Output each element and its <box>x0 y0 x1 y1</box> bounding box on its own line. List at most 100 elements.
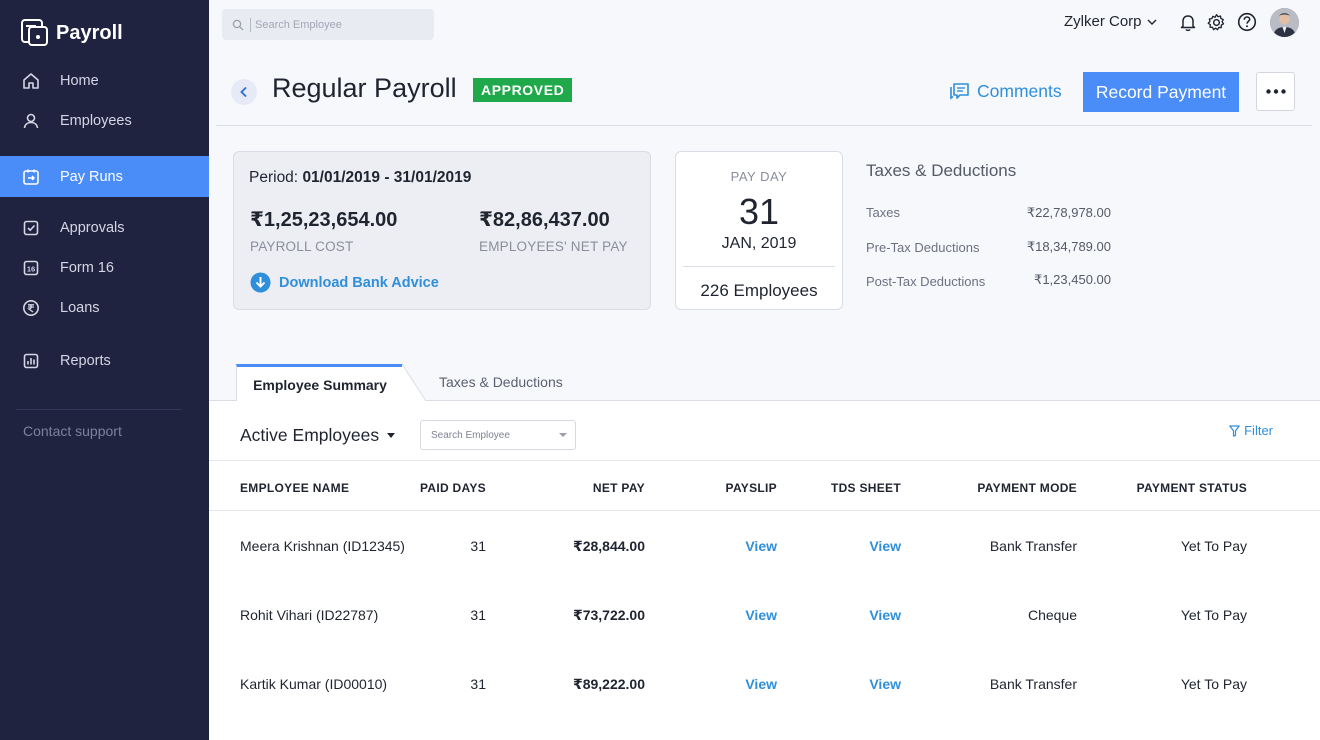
filter-icon <box>1229 424 1240 437</box>
period-value: 01/01/2019 - 31/01/2019 <box>302 169 472 186</box>
notifications-button[interactable] <box>1178 12 1198 32</box>
search-icon <box>232 19 244 30</box>
period-label: Period: <box>249 169 299 186</box>
tax-row-value: ₹22,78,978.00 <box>1026 205 1111 220</box>
payroll-cost-label: PAYROLL COST <box>250 239 354 254</box>
employee-search-select[interactable]: Search Employee <box>420 420 576 450</box>
payroll-cost-value: ₹1,25,23,654.00 <box>250 209 398 231</box>
sidebar-divider <box>16 409 182 410</box>
org-switcher[interactable]: Zylker Corp <box>1064 13 1157 30</box>
active-employees-label: Active Employees <box>240 425 380 445</box>
payment-mode-cell: Cheque <box>1027 607 1077 623</box>
column-header-net-pay: NET PAY <box>592 481 645 495</box>
more-options-button[interactable] <box>1256 72 1295 111</box>
tds-sheet-view-link[interactable]: View <box>869 676 901 692</box>
payroll-logo-icon <box>21 19 48 46</box>
pay-day-month: JAN, 2019 <box>721 235 797 252</box>
net-pay-cell: ₹28,844.00 <box>572 538 645 554</box>
column-header-employee-name: EMPLOYEE NAME <box>240 481 350 495</box>
tax-row-value: ₹1,23,450.00 <box>1034 272 1111 287</box>
net-pay-cell: ₹89,222.00 <box>572 676 645 692</box>
brand-name: Payroll <box>56 21 123 44</box>
more-horizontal-icon <box>1265 89 1286 94</box>
employee-count: 226 Employees <box>700 281 818 300</box>
column-header-tds-sheet: TDS SHEET <box>830 481 901 495</box>
filter-label: Filter <box>1244 423 1273 438</box>
comments-button[interactable]: Comments <box>949 81 1062 102</box>
payslip-view-link[interactable]: View <box>745 538 777 554</box>
form16-icon: 16 <box>22 259 40 277</box>
header-divider <box>216 125 1312 126</box>
sidebar-item-approvals[interactable]: Approvals <box>0 208 209 248</box>
sidebar-item-loans[interactable]: Loans <box>0 288 209 328</box>
download-label: Download Bank Advice <box>279 274 439 291</box>
paid-days-cell: 31 <box>470 538 486 554</box>
payroll-summary-card: Period: 01/01/2019 - 31/01/2019 ₹1,25,23… <box>233 151 651 310</box>
tds-sheet-view-link[interactable]: View <box>869 538 901 554</box>
tax-row-label: Pre-Tax Deductions <box>866 240 980 255</box>
rupee-icon <box>22 299 40 317</box>
tab-edge <box>402 364 426 401</box>
global-search[interactable] <box>222 9 434 40</box>
sidebar-item-form-16[interactable]: 16 Form 16 <box>0 248 209 288</box>
home-icon <box>22 72 40 90</box>
tax-row-label: Post-Tax Deductions <box>866 274 986 289</box>
column-header-payslip: PAYSLIP <box>725 481 777 495</box>
employee-summary-panel: Active Employees Search Employee Filter … <box>209 401 1320 740</box>
payment-status-cell: Yet To Pay <box>1180 676 1247 692</box>
status-badge: APPROVED <box>473 78 573 102</box>
download-bank-advice-link[interactable]: Download Bank Advice <box>250 272 439 293</box>
sidebar-item-label: Approvals <box>60 220 125 236</box>
employee-search-placeholder: Search Employee <box>431 429 510 441</box>
column-header-payment-mode: PAYMENT MODE <box>977 481 1077 495</box>
contact-support-link[interactable]: Contact support <box>23 423 122 439</box>
sidebar-item-employees[interactable]: Employees <box>0 101 209 141</box>
payslip-view-link[interactable]: View <box>745 607 777 623</box>
net-pay-value: ₹82,86,437.00 <box>479 209 610 231</box>
sidebar: Payroll Home Employees Pay Runs Approval… <box>0 0 209 740</box>
payment-mode-cell: Bank Transfer <box>989 538 1077 554</box>
tabs-divider <box>209 400 1320 401</box>
sidebar-item-pay-runs[interactable]: Pay Runs <box>0 156 209 197</box>
comments-icon <box>950 83 969 100</box>
toolbar-divider <box>209 460 1320 461</box>
download-icon <box>250 272 271 293</box>
sidebar-item-home[interactable]: Home <box>0 61 209 101</box>
bell-icon <box>1180 14 1196 31</box>
brand-logo[interactable]: Payroll <box>20 18 123 48</box>
pay-day-date: 31 <box>738 191 780 232</box>
gear-icon <box>1207 13 1224 30</box>
settings-button[interactable] <box>1206 12 1226 32</box>
employee-name-cell[interactable]: Kartik Kumar (ID00010) <box>240 676 388 692</box>
global-search-input[interactable] <box>250 17 420 32</box>
tax-row-value: ₹18,34,789.00 <box>1026 239 1111 254</box>
sidebar-item-label: Reports <box>60 353 111 369</box>
help-button[interactable] <box>1237 12 1257 32</box>
back-button[interactable] <box>231 79 257 105</box>
tds-sheet-view-link[interactable]: View <box>869 607 901 623</box>
reports-icon <box>22 352 40 370</box>
tax-row-label: Taxes <box>866 205 900 220</box>
active-employees-dropdown[interactable]: Active Employees <box>240 425 396 446</box>
paid-days-cell: 31 <box>470 607 486 623</box>
comments-label: Comments <box>977 81 1062 101</box>
sidebar-item-label: Loans <box>60 300 100 316</box>
pay-day-card: PAY DAY 31 JAN, 2019 226 Employees <box>675 151 843 310</box>
sidebar-item-label: Employees <box>60 113 132 129</box>
tab-taxes-deductions[interactable]: Taxes & Deductions <box>439 374 563 390</box>
user-avatar[interactable] <box>1270 8 1299 37</box>
payment-mode-cell: Bank Transfer <box>989 676 1077 692</box>
chevron-down-icon <box>1147 19 1157 25</box>
svg-text:16: 16 <box>27 265 35 274</box>
sidebar-item-reports[interactable]: Reports <box>0 341 209 381</box>
employee-name-cell[interactable]: Rohit Vihari (ID22787) <box>240 607 379 623</box>
payslip-view-link[interactable]: View <box>745 676 777 692</box>
org-name: Zylker Corp <box>1064 13 1142 30</box>
pay-day-divider <box>683 266 835 267</box>
employee-name-cell[interactable]: Meera Krishnan (ID12345) <box>240 538 405 554</box>
tab-employee-summary[interactable]: Employee Summary <box>236 364 403 402</box>
record-payment-button[interactable]: Record Payment <box>1083 72 1239 112</box>
taxes-deductions-title: Taxes & Deductions <box>866 161 1017 180</box>
pay-day-label: PAY DAY <box>730 169 788 184</box>
filter-button[interactable]: Filter <box>1229 423 1273 438</box>
